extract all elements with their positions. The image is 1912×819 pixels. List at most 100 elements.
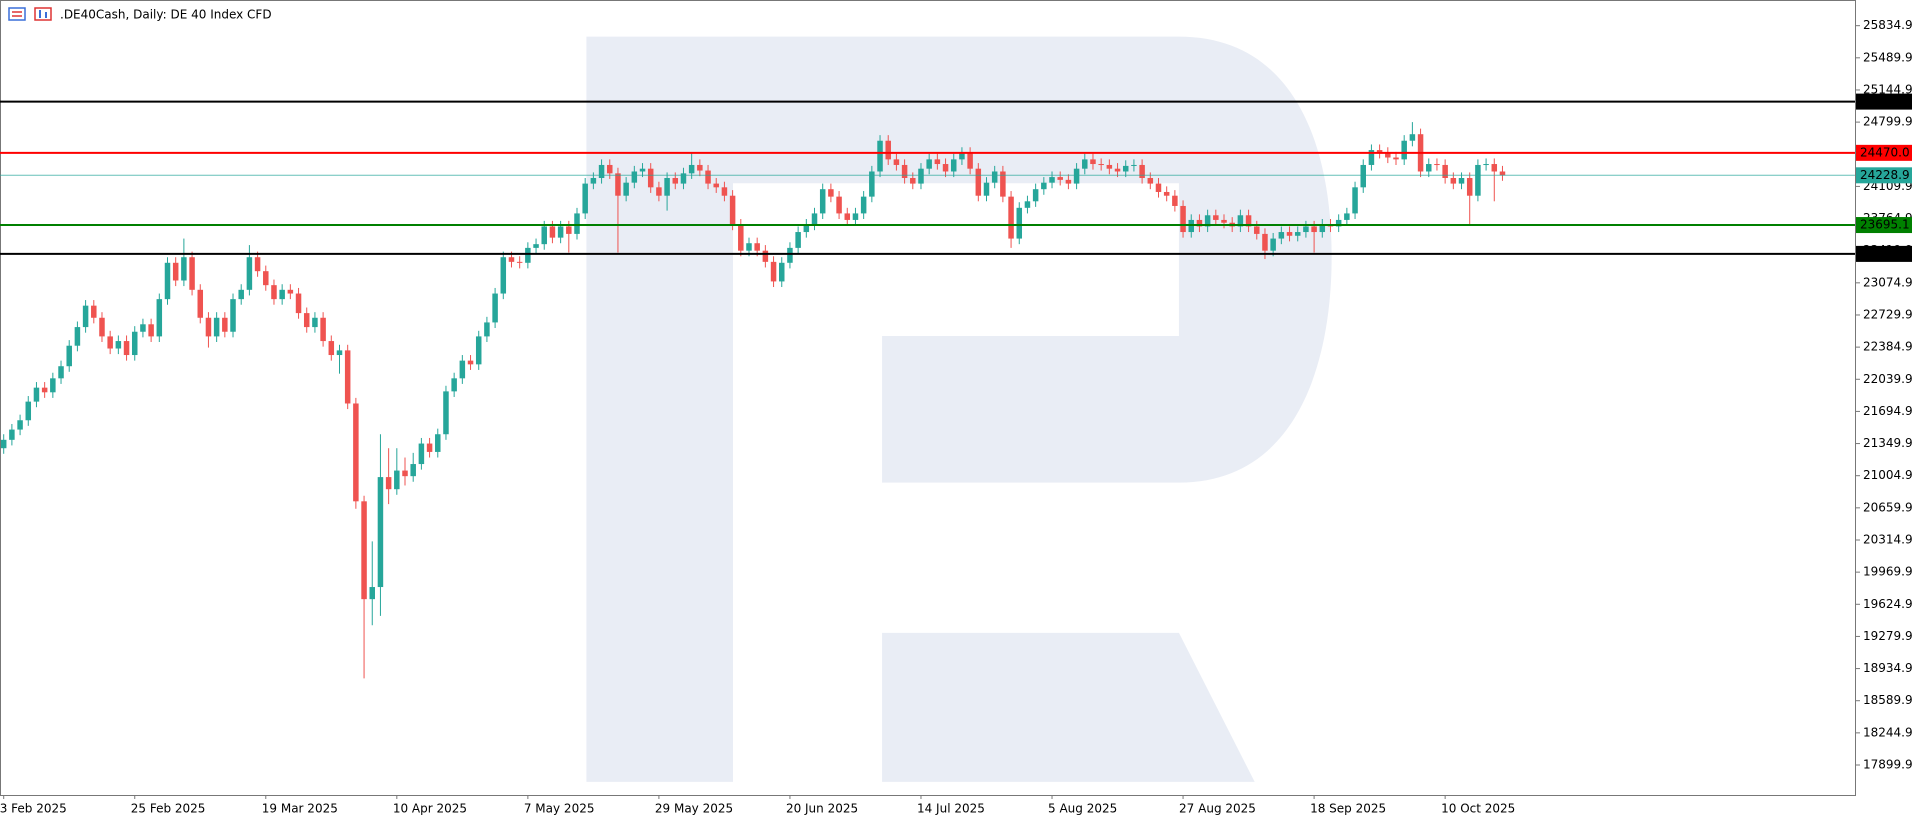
- candle-body: [1131, 164, 1137, 166]
- candle-body: [66, 345, 72, 367]
- candle-body: [1139, 164, 1145, 179]
- y-tick-label: 21004.9: [1863, 468, 1912, 482]
- candle-body: [516, 261, 523, 263]
- y-tick-label: 17899.9: [1863, 758, 1912, 772]
- candle-body: [197, 289, 204, 318]
- candle-body: [770, 261, 777, 282]
- candle-body: [353, 403, 359, 502]
- candle-body: [549, 226, 556, 238]
- candle-body: [328, 341, 335, 356]
- x-tick-label: 10 Oct 2025: [1441, 802, 1515, 816]
- y-tick-label: 23074.9: [1863, 275, 1912, 289]
- candle-body: [131, 331, 138, 356]
- candle-body: [33, 387, 40, 402]
- y-tick-label: 18244.9: [1863, 725, 1912, 739]
- candle-body: [1491, 164, 1498, 172]
- candle-body: [557, 226, 564, 238]
- header-icons: [8, 7, 52, 21]
- candle-body: [1221, 219, 1227, 223]
- y-tick-label: 25489.9: [1863, 50, 1912, 64]
- y-tick-label: 25834.9: [1863, 18, 1912, 32]
- level-label: 23385.5: [1860, 246, 1910, 260]
- candle-body: [1385, 152, 1391, 158]
- candle-body: [205, 317, 212, 337]
- candle-body: [1090, 159, 1096, 165]
- candle-body: [525, 247, 531, 263]
- x-tick-label: 14 Jul 2025: [917, 802, 985, 816]
- candle-body: [484, 322, 490, 337]
- candle-body: [1155, 183, 1162, 192]
- candle-body: [1466, 178, 1473, 196]
- candle-body: [1254, 226, 1260, 234]
- candle-body: [1434, 164, 1440, 166]
- candle-body: [1294, 232, 1301, 236]
- candle-body: [394, 470, 400, 490]
- level-label-bg: [1856, 167, 1912, 184]
- candle-body: [607, 164, 613, 174]
- candle-body: [312, 317, 318, 328]
- candle-body: [566, 226, 572, 234]
- candle-body: [295, 293, 302, 314]
- candle-body: [779, 262, 785, 282]
- candle-body: [156, 299, 163, 337]
- chart-title: .DE40Cash, Daily: DE 40 Index CFD: [60, 8, 272, 22]
- candle-body: [9, 429, 15, 440]
- candle-body: [500, 257, 507, 294]
- candle-body: [1393, 157, 1399, 160]
- candle-body: [1237, 215, 1244, 227]
- candle-body: [598, 164, 605, 179]
- watermark-bowl: [733, 36, 1332, 483]
- candle-body: [918, 168, 924, 184]
- candle-body: [303, 313, 310, 328]
- watermark-bar: [586, 36, 734, 782]
- candle-body: [287, 289, 294, 294]
- candle-body: [238, 289, 244, 300]
- x-tick-label: 19 Mar 2025: [262, 802, 338, 816]
- level-label-bg: [1856, 144, 1912, 161]
- candle-body: [1008, 196, 1014, 239]
- candle-body: [1401, 140, 1407, 160]
- candle-body: [1262, 233, 1268, 251]
- y-tick-label: 25144.9: [1863, 82, 1912, 96]
- candle-body: [819, 189, 826, 214]
- candle-body: [721, 187, 728, 196]
- candle-body: [475, 336, 482, 365]
- candle-body: [672, 178, 679, 184]
- candle-body: [860, 196, 867, 214]
- candle-body: [934, 159, 941, 165]
- candle-body: [959, 152, 965, 160]
- candle-body: [631, 171, 638, 183]
- candle-body: [492, 293, 498, 323]
- candle-body: [795, 232, 801, 248]
- x-tick-label: 20 Jun 2025: [786, 802, 858, 816]
- icon-chart: [34, 7, 52, 21]
- level-label: 24228.9: [1860, 168, 1910, 182]
- y-tick-label: 24799.9: [1863, 115, 1912, 129]
- candle-body: [459, 360, 466, 379]
- candle-body: [1000, 171, 1006, 197]
- x-tick-label: 18 Sep 2025: [1310, 802, 1386, 816]
- candle-body: [615, 173, 621, 196]
- candle-body: [1172, 195, 1178, 206]
- candle-body: [639, 168, 646, 172]
- candle-body: [697, 164, 703, 171]
- candle-body: [1376, 150, 1383, 153]
- y-tick-label: 18934.9: [1863, 661, 1912, 675]
- candle-body: [279, 289, 285, 300]
- candle-body: [426, 443, 433, 452]
- candle-body: [1335, 219, 1342, 227]
- candle-body: [926, 159, 932, 169]
- candle-body: [1073, 168, 1080, 184]
- candle-body: [1458, 178, 1465, 184]
- candle-body: [344, 350, 351, 404]
- x-tick-label: 10 Apr 2025: [393, 802, 467, 816]
- y-tick-label: 19279.9: [1863, 629, 1912, 643]
- candle-body: [25, 401, 32, 421]
- candle-body: [1041, 182, 1047, 190]
- candle-body: [410, 464, 416, 477]
- candle-body: [893, 159, 900, 165]
- candle-body: [1163, 191, 1170, 196]
- level-label: 23695.1: [1860, 218, 1910, 232]
- candle-body: [950, 159, 957, 172]
